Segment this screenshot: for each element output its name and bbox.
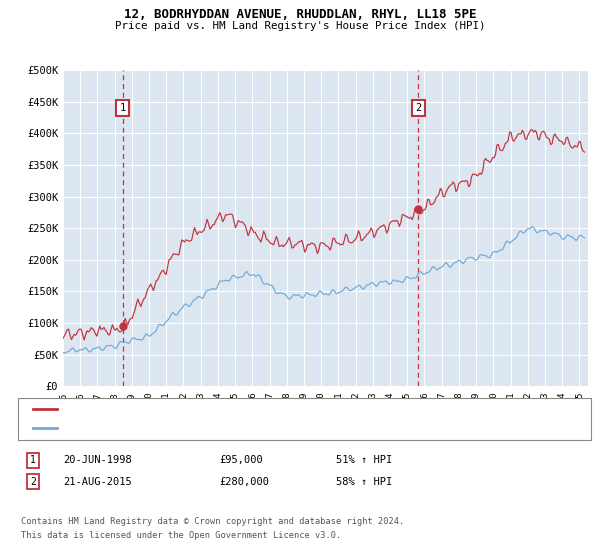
Text: 51% ↑ HPI: 51% ↑ HPI <box>336 455 392 465</box>
Text: 20-JUN-1998: 20-JUN-1998 <box>63 455 132 465</box>
Text: 21-AUG-2015: 21-AUG-2015 <box>63 477 132 487</box>
Text: 1: 1 <box>30 455 36 465</box>
Text: Price paid vs. HM Land Registry's House Price Index (HPI): Price paid vs. HM Land Registry's House … <box>115 21 485 31</box>
Text: This data is licensed under the Open Government Licence v3.0.: This data is licensed under the Open Gov… <box>21 531 341 540</box>
Text: £280,000: £280,000 <box>219 477 269 487</box>
Text: 2: 2 <box>30 477 36 487</box>
Text: £95,000: £95,000 <box>219 455 263 465</box>
Text: 12, BODRHYDDAN AVENUE, RHUDDLAN, RHYL, LL18 5PE: 12, BODRHYDDAN AVENUE, RHUDDLAN, RHYL, L… <box>124 8 476 21</box>
Text: 58% ↑ HPI: 58% ↑ HPI <box>336 477 392 487</box>
Text: 2: 2 <box>415 103 421 113</box>
Text: 1: 1 <box>119 103 126 113</box>
Text: 12, BODRHYDDAN AVENUE, RHUDDLAN, RHYL, LL18 5PE (detached house): 12, BODRHYDDAN AVENUE, RHUDDLAN, RHYL, L… <box>60 404 436 414</box>
Text: Contains HM Land Registry data © Crown copyright and database right 2024.: Contains HM Land Registry data © Crown c… <box>21 517 404 526</box>
Text: HPI: Average price, detached house, Denbighshire: HPI: Average price, detached house, Denb… <box>60 423 342 433</box>
